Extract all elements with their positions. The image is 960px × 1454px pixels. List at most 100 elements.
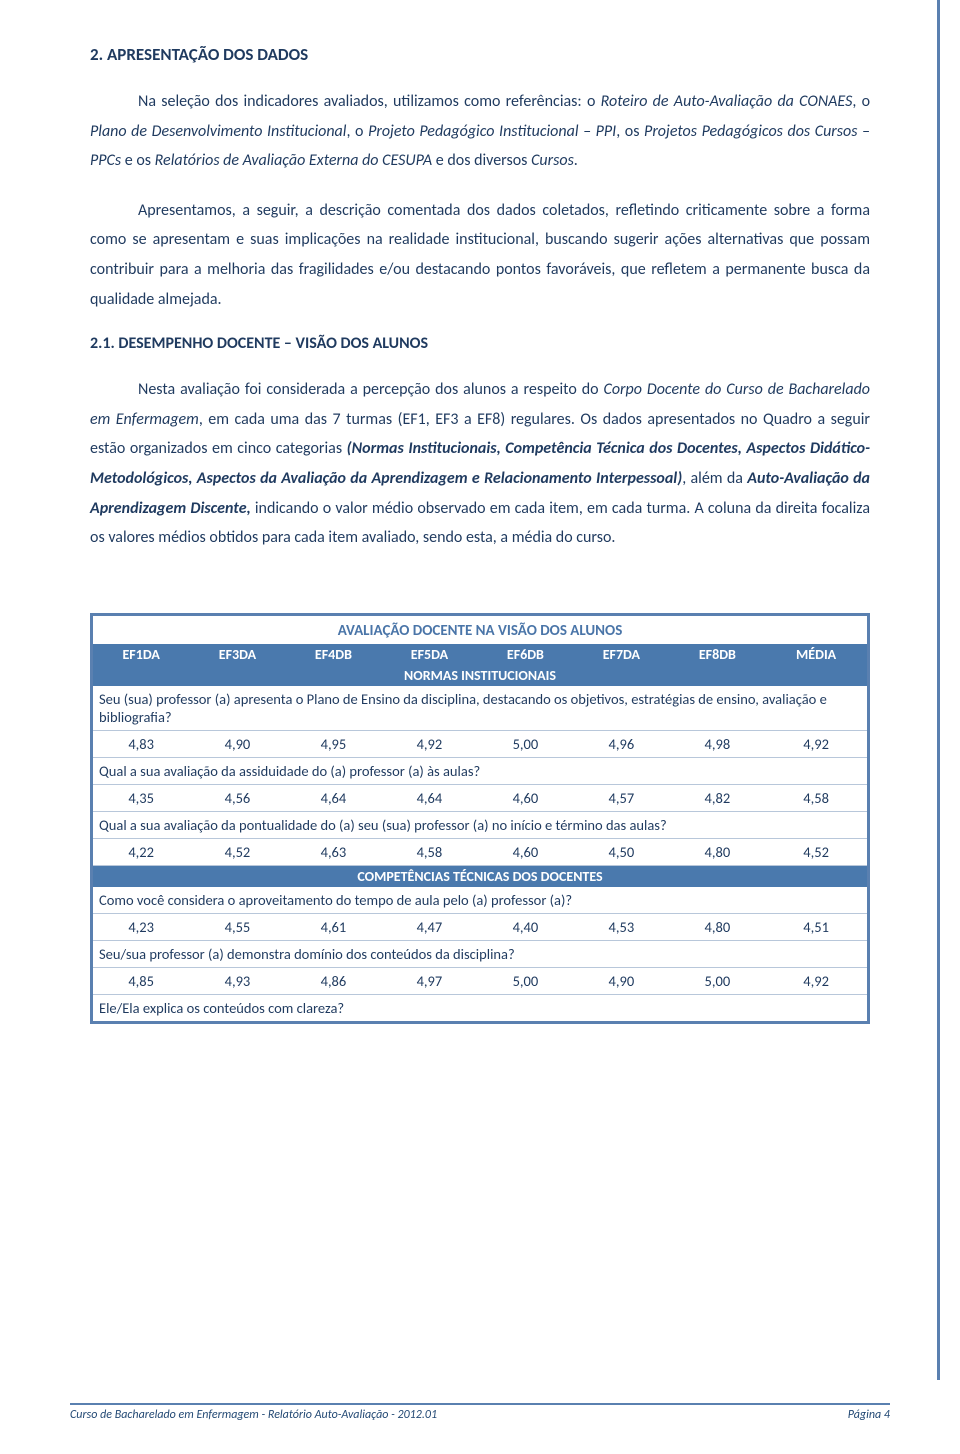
question-row-5: Seu/sua professor (a) demonstra domínio … — [93, 940, 867, 967]
cell: 4,58 — [381, 838, 477, 865]
cell: 4,83 — [93, 730, 189, 757]
section-heading: 2. APRESENTAÇÃO DOS DADOS — [90, 44, 870, 65]
cell: 4,58 — [765, 784, 867, 811]
subsection-heading: 2.1. DESEMPENHO DOCENTE – VISÃO DOS ALUN… — [90, 334, 870, 353]
col-ef5da: EF5DA — [381, 644, 477, 665]
cell: 4,52 — [189, 838, 285, 865]
cell: 4,22 — [93, 838, 189, 865]
cell: 4,60 — [478, 838, 574, 865]
question-6: Ele/Ela explica os conteúdos com clareza… — [93, 994, 867, 1021]
cell: 4,60 — [478, 784, 574, 811]
p1-text-g: . — [574, 151, 578, 170]
cell: 4,82 — [670, 784, 766, 811]
cell: 4,51 — [765, 913, 867, 940]
cell: 4,86 — [286, 967, 382, 994]
cell: 4,40 — [478, 913, 574, 940]
page-footer: Curso de Bacharelado em Enfermagem - Rel… — [70, 1403, 890, 1422]
cell: 4,57 — [573, 784, 669, 811]
col-ef6db: EF6DB — [478, 644, 574, 665]
page-content: 2. APRESENTAÇÃO DOS DADOS Na seleção dos… — [0, 0, 960, 1024]
col-ef3da: EF3DA — [189, 644, 285, 665]
paragraph-2: Apresentamos, a seguir, a descrição come… — [90, 196, 870, 314]
cell: 4,53 — [573, 913, 669, 940]
question-2: Qual a sua avaliação da assiduidade do (… — [93, 757, 867, 784]
cell: 4,92 — [765, 967, 867, 994]
footer-right: Página 4 — [848, 1408, 890, 1422]
cell: 4,23 — [93, 913, 189, 940]
cell: 4,96 — [573, 730, 669, 757]
question-4: Como você considera o aproveitamento do … — [93, 887, 867, 914]
data-row-1: 4,83 4,90 4,95 4,92 5,00 4,96 4,98 4,92 — [93, 730, 867, 757]
p1-text-a: Na seleção dos indicadores avaliados, ut… — [138, 92, 601, 111]
p1-text-c: , o — [346, 122, 368, 141]
cell: 4,98 — [670, 730, 766, 757]
cell: 4,63 — [286, 838, 382, 865]
col-ef8db: EF8DB — [670, 644, 766, 665]
cell: 4,93 — [189, 967, 285, 994]
cell: 4,92 — [765, 730, 867, 757]
p1-ital-6: Cursos — [531, 151, 574, 170]
p1-text-f: e dos diversos — [432, 151, 531, 170]
cell: 4,56 — [189, 784, 285, 811]
data-row-3: 4,22 4,52 4,63 4,58 4,60 4,50 4,80 4,52 — [93, 838, 867, 865]
cell: 4,80 — [670, 838, 766, 865]
p1-text-b: , o — [852, 92, 870, 111]
cell: 5,00 — [478, 730, 574, 757]
data-row-5: 4,85 4,93 4,86 4,97 5,00 4,90 5,00 4,92 — [93, 967, 867, 994]
footer-line — [70, 1403, 890, 1405]
p3-text-c: , além da — [682, 469, 747, 488]
cell: 4,64 — [381, 784, 477, 811]
data-row-2: 4,35 4,56 4,64 4,64 4,60 4,57 4,82 4,58 — [93, 784, 867, 811]
paragraph-3: Nesta avaliação foi considerada a percep… — [90, 375, 870, 553]
cell: 4,95 — [286, 730, 382, 757]
cell: 4,61 — [286, 913, 382, 940]
cell: 4,35 — [93, 784, 189, 811]
category-1-label: NORMAS INSTITUCIONAIS — [93, 665, 867, 686]
question-row-6: Ele/Ela explica os conteúdos com clareza… — [93, 994, 867, 1021]
category-row-2: COMPETÊNCIAS TÉCNICAS DOS DOCENTES — [93, 865, 867, 887]
question-row-4: Como você considera o aproveitamento do … — [93, 887, 867, 914]
footer-row: Curso de Bacharelado em Enfermagem - Rel… — [70, 1408, 890, 1422]
p1-ital-1: Roteiro de Auto-Avaliação da CONAES — [601, 92, 853, 111]
col-media: MÉDIA — [765, 644, 867, 665]
cell: 4,97 — [381, 967, 477, 994]
p1-text-e: e os — [121, 151, 155, 170]
cell: 4,85 — [93, 967, 189, 994]
question-3: Qual a sua avaliação da pontualidade do … — [93, 811, 867, 838]
question-row-3: Qual a sua avaliação da pontualidade do … — [93, 811, 867, 838]
cell: 5,00 — [670, 967, 766, 994]
cell: 4,47 — [381, 913, 477, 940]
cell: 4,64 — [286, 784, 382, 811]
col-ef1da: EF1DA — [93, 644, 189, 665]
cell: 4,52 — [765, 838, 867, 865]
col-ef4db: EF4DB — [286, 644, 382, 665]
evaluation-table-wrap: AVALIAÇÃO DOCENTE NA VISÃO DOS ALUNOS EF… — [90, 613, 870, 1024]
cell: 4,50 — [573, 838, 669, 865]
p1-text-d: , os — [616, 122, 644, 141]
vertical-side-line — [937, 0, 940, 1380]
question-row-2: Qual a sua avaliação da assiduidade do (… — [93, 757, 867, 784]
cell: 5,00 — [478, 967, 574, 994]
question-5: Seu/sua professor (a) demonstra domínio … — [93, 940, 867, 967]
p1-ital-5: Relatórios de Avaliação Externa do CESUP… — [155, 151, 433, 170]
category-2-label: COMPETÊNCIAS TÉCNICAS DOS DOCENTES — [93, 865, 867, 887]
evaluation-table: AVALIAÇÃO DOCENTE NA VISÃO DOS ALUNOS EF… — [93, 616, 867, 1021]
data-row-4: 4,23 4,55 4,61 4,47 4,40 4,53 4,80 4,51 — [93, 913, 867, 940]
cell: 4,80 — [670, 913, 766, 940]
cell: 4,55 — [189, 913, 285, 940]
question-row-1: Seu (sua) professor (a) apresenta o Plan… — [93, 686, 867, 731]
col-ef7da: EF7DA — [573, 644, 669, 665]
p1-ital-3: Projeto Pedagógico Institucional – PPI — [368, 122, 616, 141]
footer-left: Curso de Bacharelado em Enfermagem - Rel… — [70, 1408, 437, 1422]
p3-text-a: Nesta avaliação foi considerada a percep… — [138, 380, 603, 399]
question-1: Seu (sua) professor (a) apresenta o Plan… — [93, 686, 867, 731]
table-title: AVALIAÇÃO DOCENTE NA VISÃO DOS ALUNOS — [93, 616, 867, 644]
category-row-1: NORMAS INSTITUCIONAIS — [93, 665, 867, 686]
cell: 4,90 — [189, 730, 285, 757]
table-title-row: AVALIAÇÃO DOCENTE NA VISÃO DOS ALUNOS — [93, 616, 867, 644]
table-header-row: EF1DA EF3DA EF4DB EF5DA EF6DB EF7DA EF8D… — [93, 644, 867, 665]
paragraph-1: Na seleção dos indicadores avaliados, ut… — [90, 87, 870, 176]
p1-ital-2: Plano de Desenvolvimento Institucional — [90, 122, 346, 141]
cell: 4,92 — [381, 730, 477, 757]
cell: 4,90 — [573, 967, 669, 994]
